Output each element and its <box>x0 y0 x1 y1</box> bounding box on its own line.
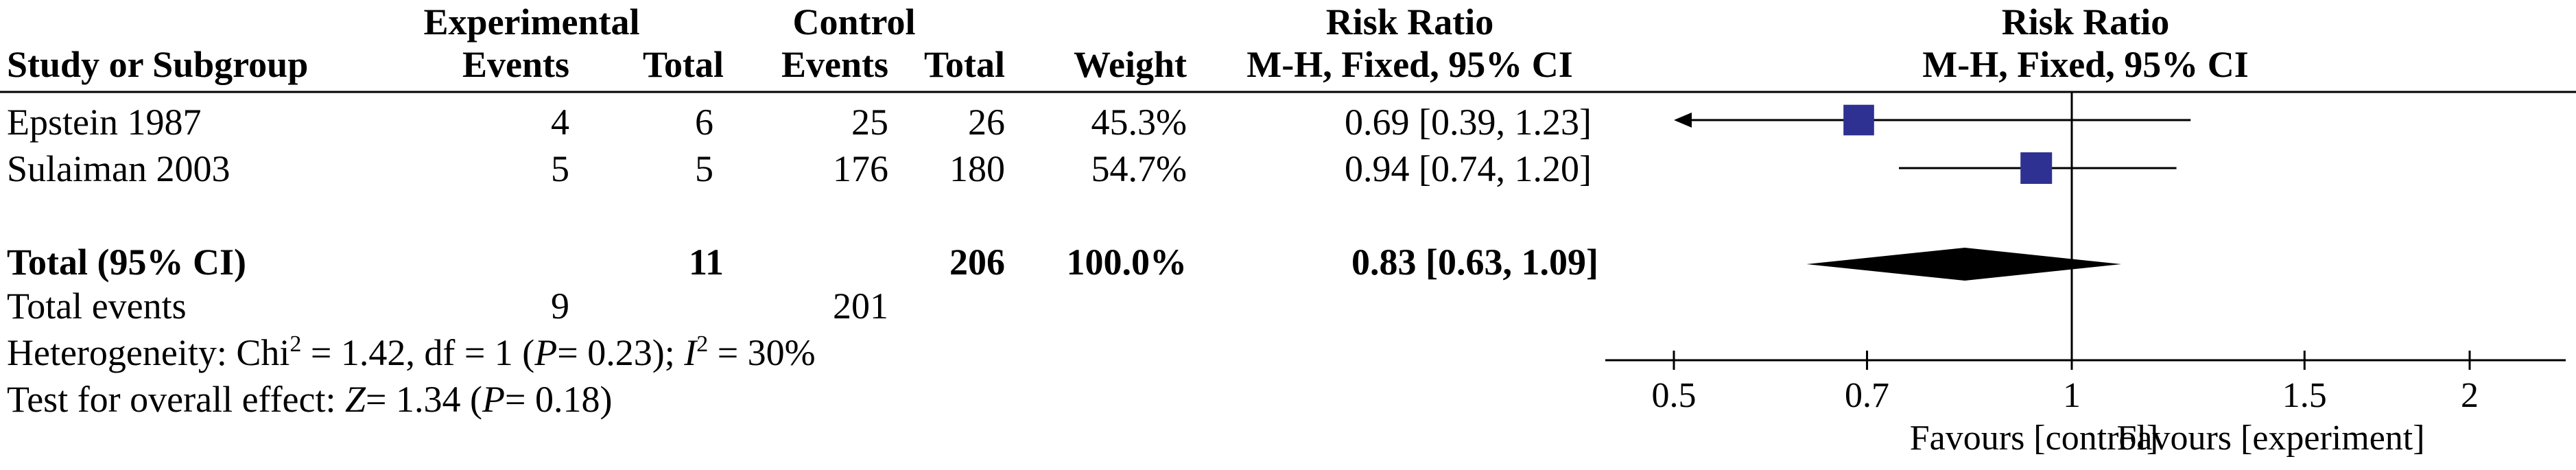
x-tick-label: 2 <box>2461 376 2479 415</box>
study-name: Sulaiman 2003 <box>7 148 230 189</box>
col-weight: Weight <box>1074 44 1187 85</box>
study-exp-total: 5 <box>695 148 713 189</box>
x-tick-label: 1 <box>2063 376 2081 415</box>
study-ci: 0.94 [0.74, 1.20] <box>1345 148 1592 189</box>
col-ctrl-total: Total <box>924 44 1005 85</box>
x-tick-label: 0.7 <box>1845 376 1889 415</box>
study-ci: 0.69 [0.39, 1.23] <box>1345 102 1592 143</box>
control-group-header: Control <box>792 1 915 43</box>
risk-ratio-table-header: Risk Ratio <box>1326 1 1494 43</box>
ci-arrow-left <box>1674 113 1692 128</box>
col-ctrl-events: Events <box>781 44 888 85</box>
favours-left-label: Favours [control] <box>1910 419 2158 458</box>
x-tick-label: 0.5 <box>1652 376 1697 415</box>
x-tick-label: 1.5 <box>2282 376 2327 415</box>
study-marker <box>1843 104 1874 136</box>
col-study: Study or Subgroup <box>7 44 308 85</box>
total-events-exp: 9 <box>551 285 569 327</box>
total-events-label: Total events <box>7 285 187 327</box>
study-ctrl-events: 176 <box>833 148 888 189</box>
plot-title: Risk Ratio <box>2002 1 2170 43</box>
study-ctrl-total: 26 <box>968 102 1005 143</box>
heterogeneity-text: Heterogeneity: Chi2 = 1.42, df = 1 (P= 0… <box>7 331 816 373</box>
plot-area: 0.5 0.7 1 1.5 2 <box>1605 92 2566 415</box>
study-ctrl-events: 25 <box>851 102 888 143</box>
total-label: Total (95% CI) <box>7 242 246 283</box>
study-exp-events: 4 <box>551 102 569 143</box>
study-exp-total: 6 <box>695 102 713 143</box>
col-exp-events: Events <box>462 44 569 85</box>
total-weight: 100.0% <box>1067 242 1187 283</box>
study-weight: 54.7% <box>1091 148 1187 189</box>
experimental-group-header: Experimental <box>424 1 640 43</box>
study-weight: 45.3% <box>1091 102 1187 143</box>
study-marker <box>2020 152 2053 184</box>
study-exp-events: 5 <box>551 148 569 189</box>
col-ci: M-H, Fixed, 95% CI <box>1246 44 1572 85</box>
total-events-ctrl: 201 <box>833 285 888 327</box>
total-diamond <box>1806 248 2122 281</box>
study-ctrl-total: 180 <box>949 148 1005 189</box>
total-ctrl-total: 206 <box>949 242 1005 283</box>
col-exp-total: Total <box>643 44 724 85</box>
total-ci: 0.83 [0.63, 1.09] <box>1351 242 1598 283</box>
overall-effect-text: Test for overall effect: Z= 1.34 (P= 0.1… <box>7 379 612 420</box>
study-name: Epstein 1987 <box>7 102 201 143</box>
plot-subtitle: M-H, Fixed, 95% CI <box>1922 44 2248 85</box>
total-exp-total: 11 <box>689 242 724 283</box>
favours-right-label: Favours [experiment] <box>2116 419 2424 458</box>
